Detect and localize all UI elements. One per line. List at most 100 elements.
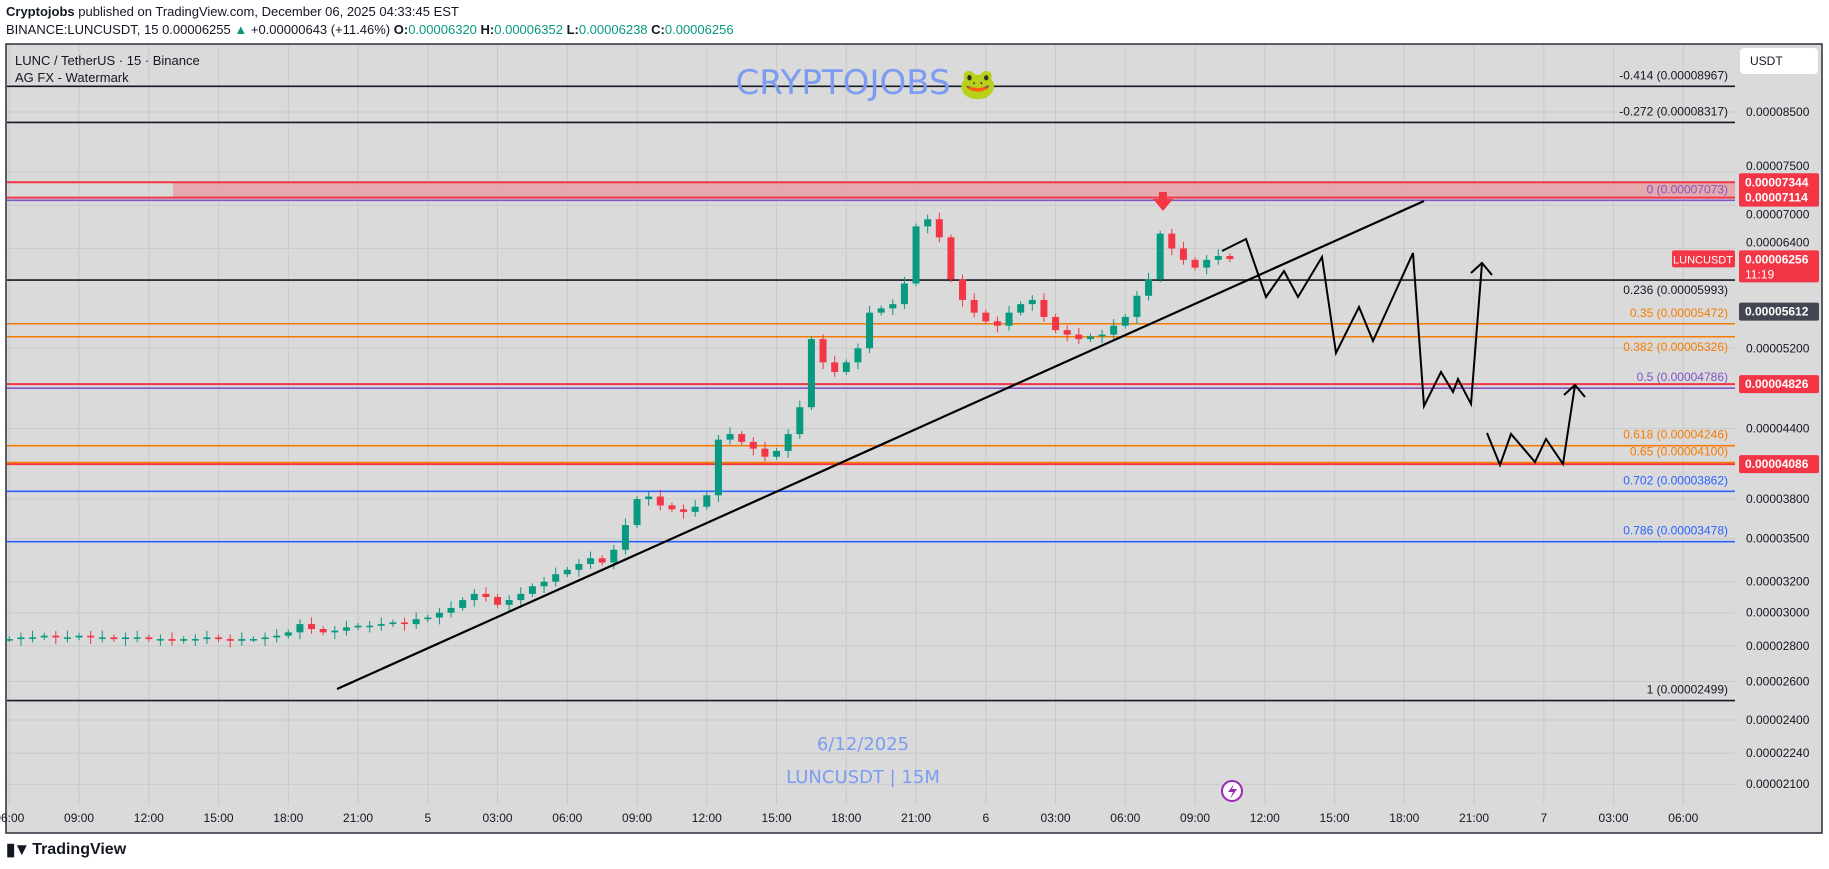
candle-body xyxy=(621,525,629,550)
candle-body xyxy=(1052,316,1060,331)
candle-body xyxy=(17,637,25,640)
arrow-head-icon xyxy=(1563,383,1586,398)
candle-body xyxy=(552,574,560,582)
price-tick-label: 0.00003000 xyxy=(1746,606,1810,620)
fib-level-label: 0.382 (0.00005326) xyxy=(1623,340,1728,354)
author-name: Cryptojobs xyxy=(6,4,75,19)
open-label: O: xyxy=(393,22,409,37)
candle-body xyxy=(459,600,467,608)
candle-body xyxy=(331,630,339,633)
time-tick-label: 6 xyxy=(982,811,989,825)
candle-body xyxy=(703,495,711,507)
candle-body xyxy=(424,617,432,620)
candle-body xyxy=(540,581,548,587)
time-axis[interactable]: 06:00 09:00 12:00 15:00 18:00 21:00 5 03:00 06:0… xyxy=(0,811,1699,825)
price-tick-label: 0.00007000 xyxy=(1746,207,1810,221)
candle-body xyxy=(528,586,536,594)
currency-selector[interactable]: USDT xyxy=(1740,48,1818,74)
time-tick-label: 09:00 xyxy=(622,811,652,825)
candle-body xyxy=(889,304,897,309)
candle-body xyxy=(924,219,932,227)
price-tag xyxy=(1739,455,1819,474)
candle-body xyxy=(377,624,385,626)
symbol-info: BINANCE:LUNCUSDT, 15 0.00006255 ▲ +0.000… xyxy=(6,22,734,37)
candle-body xyxy=(203,637,211,640)
candle-body xyxy=(912,226,920,284)
fib-level-label: 0.35 (0.00005472) xyxy=(1630,306,1728,320)
price-axis[interactable]: 0.00008500 0.00007500 0.00007000 0.00006400… xyxy=(1746,105,1810,791)
projection-path-1[interactable] xyxy=(1221,237,1483,410)
candle-body xyxy=(1133,295,1141,317)
time-tick-label: 12:00 xyxy=(134,811,164,825)
candle-body xyxy=(1191,259,1199,268)
candle-body xyxy=(982,312,990,322)
candle-body xyxy=(412,619,420,625)
candle-body xyxy=(284,632,292,636)
candle-body xyxy=(505,600,513,605)
tradingview-icon: ▮▼ xyxy=(6,840,30,859)
fib-level-label: -0.272 (0.00008317) xyxy=(1619,104,1728,118)
candle-body xyxy=(296,624,304,633)
price-tag xyxy=(1739,173,1819,192)
watermark-pair: LUNCUSDT | 15M xyxy=(786,767,940,788)
candle-body xyxy=(587,558,595,565)
time-tick-label: 18:00 xyxy=(831,811,861,825)
candle-body xyxy=(40,635,48,638)
candle-body xyxy=(714,439,722,496)
watermark-date: 6/12/2025 xyxy=(817,734,909,755)
time-tick-label: 15:00 xyxy=(1320,811,1350,825)
candle-body xyxy=(633,499,641,526)
price-tick-label: 0.00007500 xyxy=(1746,159,1810,173)
candle-body xyxy=(63,637,71,639)
candle-body xyxy=(563,569,571,575)
candle-body xyxy=(447,607,455,613)
projection-path-2[interactable] xyxy=(1486,384,1576,468)
lightning-icon[interactable] xyxy=(1221,780,1243,802)
price-tag-value: 0.00004086 xyxy=(1745,457,1809,471)
time-tick-label: 06:00 xyxy=(1110,811,1140,825)
legend-title: LUNC / TetherUS · 15 · Binance xyxy=(15,53,200,68)
candle-body xyxy=(1040,299,1048,317)
time-tick-label: 06:00 xyxy=(552,811,582,825)
candle-body xyxy=(482,593,490,597)
candle-body xyxy=(5,639,13,641)
time-tick-label: 15:00 xyxy=(204,811,234,825)
candle-body xyxy=(435,612,443,618)
time-tick-label: 03:00 xyxy=(483,811,513,825)
price-tick-label: 0.00002240 xyxy=(1746,746,1810,760)
candle-body xyxy=(749,441,757,449)
bar-countdown: 11:19 xyxy=(1745,267,1774,281)
price-tick-label: 0.00002800 xyxy=(1746,639,1810,653)
chart-pane[interactable] xyxy=(5,43,1823,834)
trendline[interactable] xyxy=(336,199,1425,691)
resistance-zone xyxy=(7,181,1735,466)
time-tick-label: 21:00 xyxy=(343,811,373,825)
candle-body xyxy=(226,639,234,641)
symbol-tag xyxy=(1672,250,1735,268)
candle-body xyxy=(900,283,908,305)
time-tick-label: 12:00 xyxy=(1250,811,1280,825)
time-tick-label: 18:00 xyxy=(1389,811,1419,825)
candle-body xyxy=(668,505,676,510)
time-tick-label: 7 xyxy=(1540,811,1547,825)
time-tick-label: 21:00 xyxy=(901,811,931,825)
candle-body xyxy=(366,625,374,628)
tradingview-logo[interactable]: ▮▼ TradingView xyxy=(6,840,126,860)
candle-body xyxy=(656,496,664,506)
candle-body xyxy=(122,637,130,640)
candle-body xyxy=(75,635,83,638)
resistance-zone-box[interactable] xyxy=(173,182,1735,198)
fib-retracement[interactable]: -0.414 (0.00008967) -0.272 (0.00008317) 0 … xyxy=(7,68,1735,702)
fib-level-label: 0.786 (0.00003478) xyxy=(1623,524,1728,538)
candle-body xyxy=(1098,334,1106,337)
fib-level-label: 1 (0.00002499) xyxy=(1647,683,1728,697)
candle-body xyxy=(168,639,176,641)
time-tick-label: 06:00 xyxy=(0,811,25,825)
candle-body xyxy=(1005,312,1013,326)
candle-body xyxy=(191,639,199,641)
candle-body xyxy=(401,622,409,625)
time-tick-label: 03:00 xyxy=(1041,811,1071,825)
candle-body xyxy=(98,637,106,639)
